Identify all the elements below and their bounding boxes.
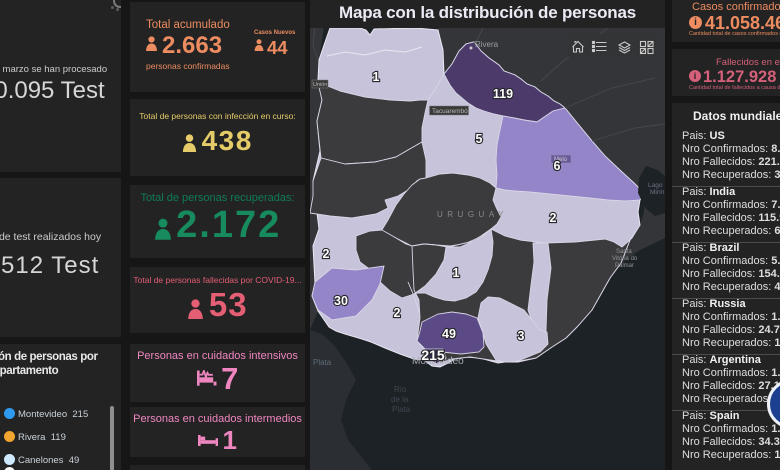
svg-text:Vitória do: Vitória do — [612, 256, 638, 262]
svg-text:Plata: Plata — [392, 405, 411, 414]
svg-text:de la: de la — [391, 395, 409, 404]
svg-text:URUGUAY: URUGUAY — [437, 210, 508, 219]
svg-text:1: 1 — [453, 266, 460, 280]
svg-text:49: 49 — [442, 327, 456, 341]
svg-text:5: 5 — [476, 132, 483, 146]
svg-text:30: 30 — [334, 294, 348, 308]
svg-text:Lago: Lago — [648, 182, 663, 189]
svg-text:Montevideo: Montevideo — [412, 356, 464, 367]
svg-text:Santa: Santa — [616, 249, 632, 255]
svg-text:2: 2 — [323, 247, 330, 261]
svg-text:6: 6 — [554, 159, 561, 173]
svg-text:2: 2 — [394, 306, 401, 320]
svg-text:3: 3 — [518, 329, 525, 343]
svg-text:Tacuarembó: Tacuarembó — [432, 108, 468, 115]
svg-text:1: 1 — [373, 70, 380, 84]
svg-text:Mirín: Mirín — [650, 189, 665, 196]
svg-text:Rivera: Rivera — [475, 40, 499, 49]
svg-text:Plata: Plata — [313, 358, 332, 367]
svg-text:Melo: Melo — [554, 157, 568, 163]
svg-text:119: 119 — [493, 87, 513, 101]
svg-text:2: 2 — [550, 211, 557, 225]
svg-text:Río: Río — [394, 385, 407, 394]
svg-text:215: 215 — [421, 347, 445, 363]
svg-text:Palmar: Palmar — [615, 263, 634, 269]
svg-text:Unión: Unión — [313, 82, 327, 88]
